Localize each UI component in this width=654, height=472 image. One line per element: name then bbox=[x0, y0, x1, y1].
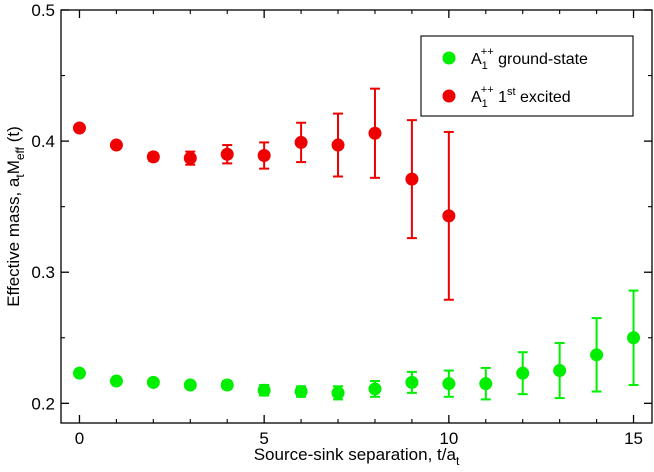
x-axis-label: Source-sink separation, t/at bbox=[254, 445, 460, 468]
legend-marker bbox=[442, 89, 456, 103]
legend: A1++ ground-state A1++ 1st excited bbox=[420, 35, 634, 117]
x-tick-label: 10 bbox=[439, 429, 458, 448]
y-axis-label: Effective mass, atMeff (t) bbox=[4, 126, 27, 307]
plot-frame bbox=[60, 9, 653, 424]
data-point bbox=[220, 147, 234, 161]
data-point bbox=[72, 121, 86, 135]
legend-box bbox=[420, 35, 634, 117]
plot-area: 0 5 10 15 0.2 0.3 0.4 0.5 Source-sink separation… bbox=[4, 1, 653, 468]
data-point bbox=[294, 135, 308, 149]
data-point bbox=[146, 375, 160, 389]
data-point bbox=[220, 378, 234, 392]
data-point bbox=[405, 375, 419, 389]
data-point bbox=[146, 150, 160, 164]
data-point bbox=[331, 138, 345, 152]
data-point bbox=[183, 378, 197, 392]
data-point bbox=[72, 366, 86, 380]
legend-label: A1++ 1st excited bbox=[471, 84, 571, 110]
data-point bbox=[368, 382, 382, 396]
data-point bbox=[368, 126, 382, 140]
y-tick-label: 0.4 bbox=[31, 132, 55, 151]
data-point bbox=[442, 209, 456, 223]
data-point bbox=[183, 151, 197, 165]
data-point bbox=[627, 331, 641, 345]
y-tick-label: 0.2 bbox=[31, 394, 55, 413]
data-point bbox=[442, 377, 456, 391]
data-point bbox=[553, 364, 567, 378]
data-point bbox=[479, 377, 493, 391]
data-point bbox=[516, 366, 530, 380]
legend-label: A1++ ground-state bbox=[471, 46, 588, 72]
data-point bbox=[257, 383, 271, 397]
y-tick-label: 0.3 bbox=[31, 263, 55, 282]
data-point bbox=[331, 386, 345, 400]
data-point bbox=[109, 374, 123, 388]
series-ground-state bbox=[72, 289, 641, 401]
data-point bbox=[590, 348, 604, 362]
x-tick-label: 15 bbox=[624, 429, 643, 448]
data-point bbox=[109, 138, 123, 152]
x-tick-label: 5 bbox=[259, 429, 268, 448]
y-tick-label: 0.5 bbox=[31, 1, 55, 20]
series-first-excited bbox=[72, 87, 456, 301]
data-point bbox=[257, 149, 271, 163]
data-point bbox=[294, 385, 308, 399]
data-point bbox=[405, 172, 419, 186]
x-tick-label: 0 bbox=[75, 429, 84, 448]
legend-marker bbox=[442, 51, 456, 65]
